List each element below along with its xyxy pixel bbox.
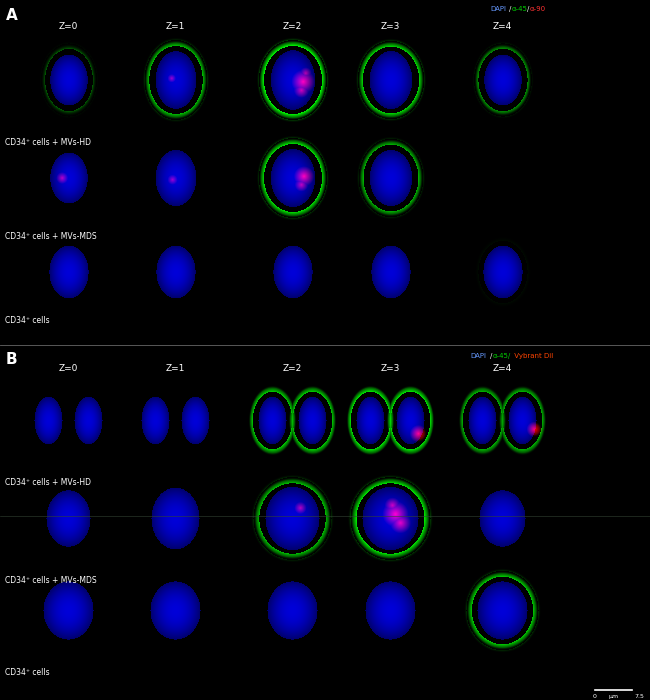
Text: Z=2: Z=2 [282, 364, 302, 373]
Text: /: / [490, 353, 493, 359]
Text: /: / [527, 6, 529, 12]
Text: Z=4: Z=4 [493, 22, 512, 31]
Text: Z=3: Z=3 [380, 364, 400, 373]
Text: Vybrant DiI: Vybrant DiI [512, 353, 553, 359]
Text: /: / [509, 6, 512, 12]
Text: μm: μm [608, 694, 619, 699]
Text: α-90: α-90 [530, 6, 546, 12]
Text: 7.5: 7.5 [634, 694, 644, 699]
Text: CD34⁺ cells: CD34⁺ cells [5, 668, 49, 677]
Text: α-45: α-45 [512, 6, 528, 12]
Text: DAPI: DAPI [470, 353, 486, 359]
Text: A: A [6, 8, 18, 23]
Text: α-45/: α-45/ [493, 353, 512, 359]
Text: CD34⁺ cells + MVs-MDS: CD34⁺ cells + MVs-MDS [5, 232, 97, 241]
Text: CD34⁺ cells + MVs-HD: CD34⁺ cells + MVs-HD [5, 478, 91, 487]
Text: Z=0: Z=0 [58, 22, 78, 31]
Text: CD34⁺ cells + MVs-MDS: CD34⁺ cells + MVs-MDS [5, 576, 97, 585]
Text: DAPI: DAPI [490, 6, 506, 12]
Text: CD34⁺ cells: CD34⁺ cells [5, 316, 49, 325]
Text: Z=4: Z=4 [493, 364, 512, 373]
Text: Z=3: Z=3 [380, 22, 400, 31]
Text: Z=2: Z=2 [282, 22, 302, 31]
Text: Z=1: Z=1 [165, 364, 185, 373]
Text: CD34⁺ cells + MVs-HD: CD34⁺ cells + MVs-HD [5, 138, 91, 147]
Text: Z=0: Z=0 [58, 364, 78, 373]
Text: B: B [6, 352, 18, 367]
Text: 0: 0 [593, 694, 597, 699]
Text: Z=1: Z=1 [165, 22, 185, 31]
